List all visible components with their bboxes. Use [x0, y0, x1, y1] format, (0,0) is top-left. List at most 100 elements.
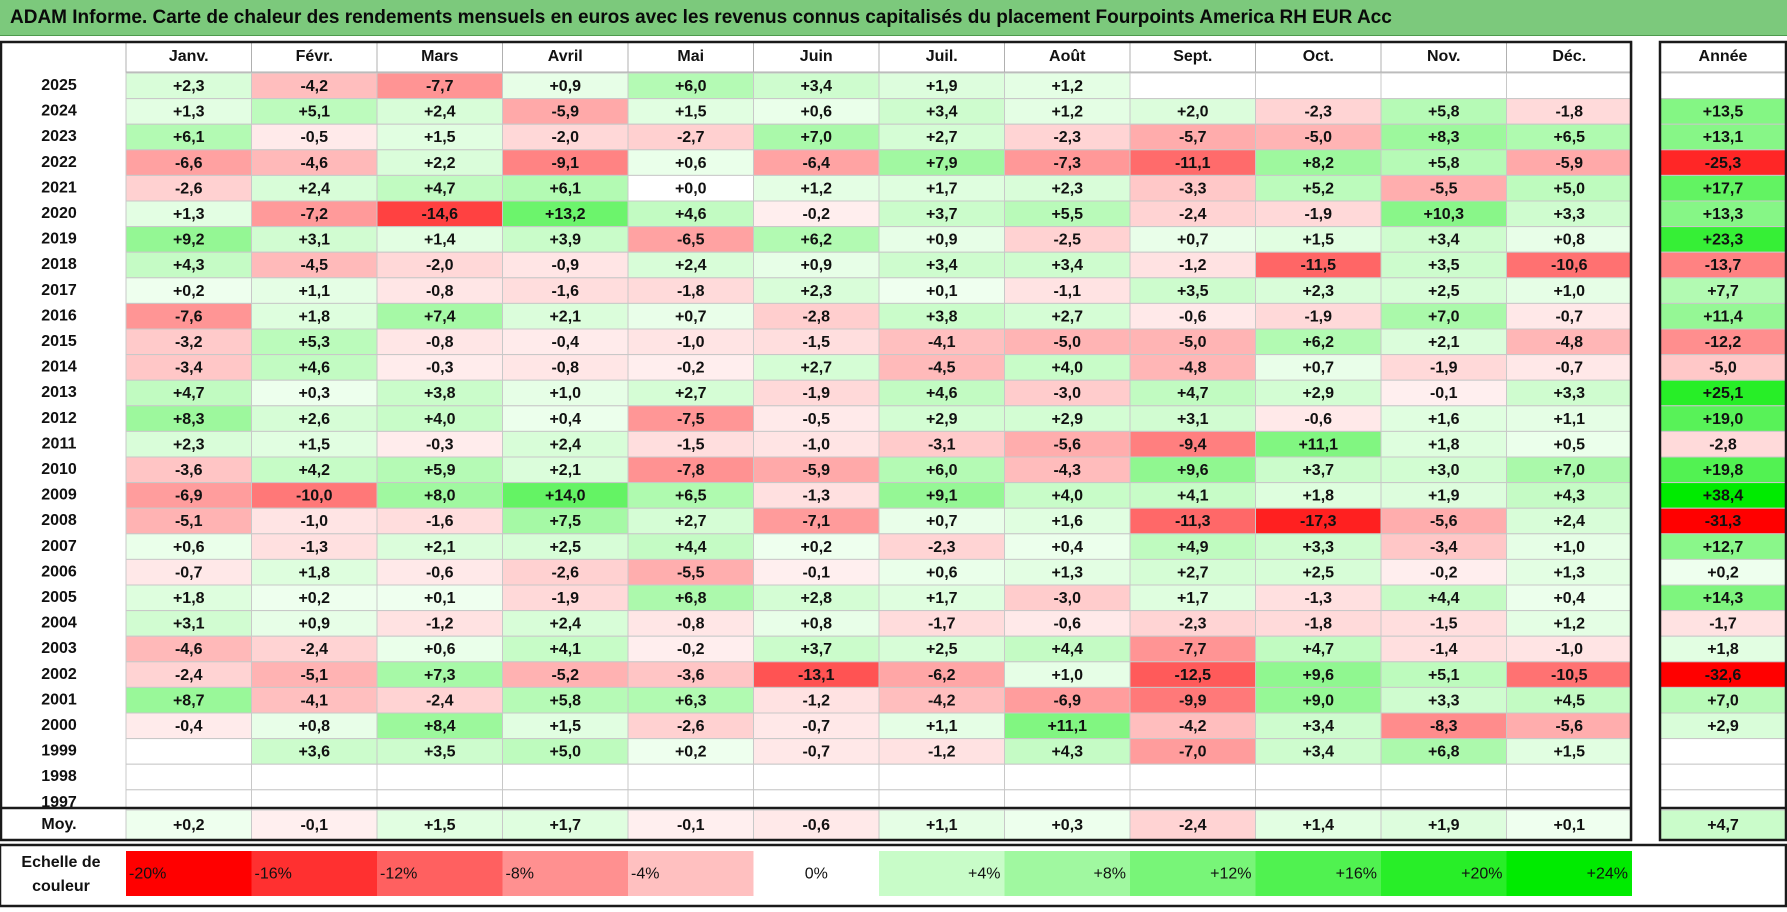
heatmap-cell-value: -1,0 — [1555, 641, 1583, 658]
heatmap-cell-value: -5,5 — [1430, 180, 1458, 197]
heatmap-cell-value: -1,0 — [677, 334, 705, 351]
heatmap-cell-value: +1,2 — [1553, 616, 1585, 633]
heatmap-cell-value: -0,7 — [1555, 308, 1583, 325]
heatmap-cell — [1129, 174, 1256, 202]
heatmap-cell-value: +0,7 — [1302, 360, 1334, 377]
heatmap-cell-value: -9,1 — [551, 155, 579, 172]
heatmap-cell-value: +3,5 — [424, 744, 456, 761]
heatmap-cell-value: -0,2 — [677, 360, 705, 377]
heatmap-cell-value: +3,3 — [1553, 206, 1585, 223]
heatmap-cell-value: +4,4 — [1428, 590, 1460, 607]
month-header-label: Juil. — [926, 48, 958, 65]
row-year-label: 2011 — [42, 435, 77, 452]
heatmap-cell — [1380, 507, 1507, 535]
heatmap-cell-value: -0,4 — [551, 334, 579, 351]
heatmap-cell-value: +5,9 — [424, 462, 456, 479]
heatmap-cell-value: -7,6 — [175, 308, 203, 325]
heatmap-cell-value: -2,6 — [551, 564, 579, 581]
row-year-label: 2015 — [41, 333, 77, 350]
heatmap-cell-value: -3,0 — [1053, 385, 1081, 402]
annual-cell — [1659, 354, 1787, 381]
heatmap-cell-value: -0,8 — [677, 616, 705, 633]
heatmap-cell-value: -6,5 — [677, 232, 705, 249]
heatmap-cell-value: -1,5 — [802, 334, 830, 351]
heatmap-cell-value: -7,0 — [1179, 744, 1207, 761]
month-header-label: Avril — [548, 48, 583, 65]
heatmap-cell-value: +2,4 — [424, 104, 456, 121]
heatmap-cell-value: +2,7 — [675, 385, 707, 402]
heatmap-cell — [1129, 533, 1256, 560]
color-scale-label: couleur — [32, 878, 90, 895]
heatmap-cell-value: -11,3 — [1175, 513, 1211, 530]
annual-cell-value: -32,6 — [1705, 667, 1742, 684]
annual-cell-value: +38,4 — [1703, 488, 1744, 505]
heatmap-cell — [502, 251, 629, 279]
heatmap-cell — [1129, 661, 1256, 688]
heatmap-cell — [125, 123, 252, 151]
heatmap-cell — [125, 482, 252, 509]
heatmap-cell — [502, 558, 629, 586]
heatmap-cell-value: -0,2 — [802, 206, 830, 223]
heatmap-cell — [1380, 328, 1507, 356]
heatmap-cell-value: -5,0 — [1304, 129, 1332, 146]
color-scale-swatch — [1004, 851, 1130, 896]
heatmap-cell-value: -5,1 — [175, 513, 203, 530]
month-header-label: Déc. — [1552, 48, 1586, 65]
heatmap-cell — [753, 149, 880, 176]
heatmap-cell-value: +3,0 — [1428, 462, 1460, 479]
heatmap-cell-value: +2,9 — [926, 411, 958, 428]
heatmap-cell-value: -2,4 — [426, 692, 454, 709]
heatmap-cell — [376, 558, 503, 586]
heatmap-cell — [1506, 558, 1633, 586]
average-cell-value: +1,9 — [1428, 817, 1460, 834]
heatmap-cell-value: +7,0 — [1428, 308, 1460, 325]
heatmap-cell-value: +3,1 — [173, 616, 205, 633]
heatmap-cell-value: +2,5 — [1428, 283, 1460, 300]
heatmap-cell — [1129, 123, 1256, 151]
heatmap-cell — [376, 174, 503, 202]
heatmap-cell-value: +1,2 — [1051, 104, 1083, 121]
heatmap-cell-value: +3,4 — [1428, 232, 1460, 249]
heatmap-cell — [627, 610, 754, 637]
heatmap-cell-value: -5,7 — [1179, 129, 1207, 146]
average-cell-value: -0,6 — [802, 817, 830, 834]
heatmap-cell-value: +1,3 — [173, 206, 205, 223]
month-header-label: Févr. — [296, 48, 333, 65]
heatmap-cell-value: -0,8 — [426, 283, 454, 300]
heatmap-cell-value: +1,5 — [298, 436, 330, 453]
annual-cell — [1659, 610, 1787, 637]
heatmap-cell-value: +2,1 — [549, 462, 581, 479]
heatmap-cell — [251, 635, 378, 663]
heatmap-cell-value: +1,8 — [298, 564, 330, 581]
heatmap-cell-value: -1,9 — [1304, 206, 1332, 223]
heatmap-cell-value: +4,9 — [1177, 539, 1209, 556]
heatmap-cell-value: -7,1 — [802, 513, 830, 530]
annual-cell-value: +19,0 — [1703, 411, 1744, 428]
heatmap-cell — [376, 354, 503, 381]
heatmap-cell-value: +0,8 — [298, 718, 330, 735]
annual-cell — [1659, 635, 1787, 663]
heatmap-cell-value: +6,8 — [1428, 744, 1460, 761]
heatmap-cell — [125, 379, 252, 407]
average-cell — [1380, 809, 1507, 841]
heatmap-cell — [878, 635, 1005, 663]
heatmap-cell — [1255, 200, 1382, 228]
heatmap-cell-value: +0,6 — [800, 104, 832, 121]
heatmap-cell-value: +0,4 — [1051, 539, 1083, 556]
heatmap-cell — [125, 251, 252, 279]
heatmap-cell — [753, 610, 880, 637]
heatmap-cell — [1004, 738, 1131, 765]
heatmap-cell-value: +4,0 — [1051, 360, 1083, 377]
heatmap-cell-value: -2,5 — [1053, 232, 1081, 249]
row-year-label: 2017 — [41, 282, 77, 299]
heatmap-cell-value: -3,4 — [1430, 539, 1458, 556]
heatmap-cell-value: -2,3 — [928, 539, 956, 556]
month-header-label: Nov. — [1427, 48, 1460, 65]
heatmap-cell-value: -1,6 — [426, 513, 454, 530]
heatmap-cell — [627, 763, 754, 791]
heatmap-cell — [1129, 277, 1256, 304]
heatmap-cell — [878, 712, 1005, 740]
heatmap-cell — [1129, 686, 1256, 714]
heatmap-cell — [1380, 405, 1507, 432]
heatmap-cell-value: +1,5 — [1302, 232, 1334, 249]
